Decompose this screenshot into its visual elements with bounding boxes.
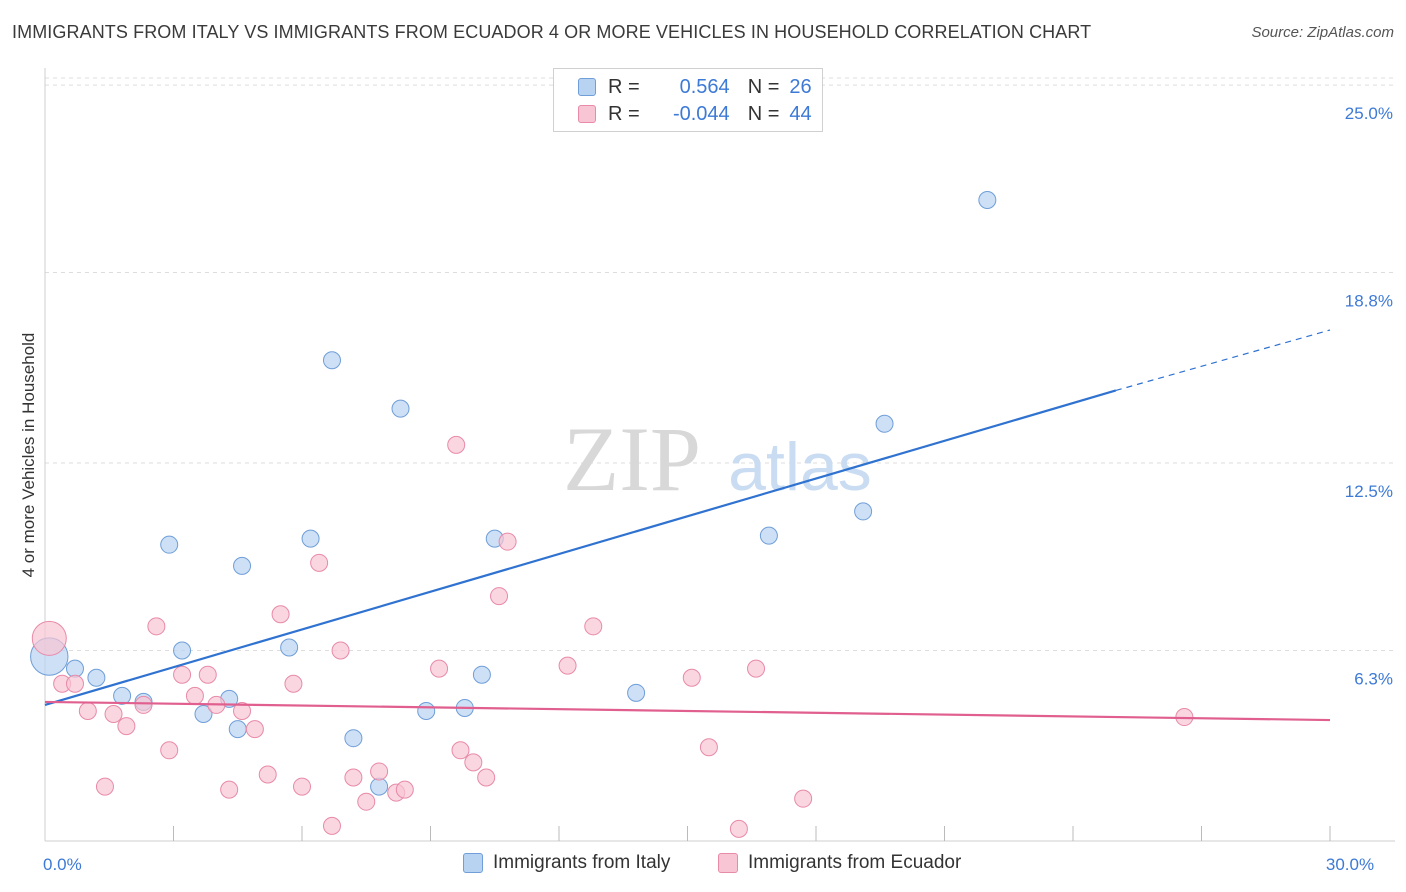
ecuador-n-label: N = — [747, 102, 780, 125]
ecuador-r-label: R = — [608, 102, 640, 125]
italy-point-10 — [233, 556, 252, 575]
italy-point-16 — [391, 399, 410, 418]
ecuador-point-4 — [95, 777, 114, 796]
ecuador-point-17 — [258, 765, 277, 784]
italy-point-12 — [301, 529, 320, 548]
italy-trend-extension — [1115, 329, 1331, 392]
italy-point-25 — [978, 190, 997, 209]
italy-point-9 — [228, 720, 247, 739]
italy-point-14 — [344, 729, 363, 748]
ecuador-swatch — [578, 105, 596, 123]
ecuador-legend-label: Immigrants from Ecuador — [748, 852, 962, 873]
x-tick-label-1: 30.0% — [1326, 855, 1374, 874]
ecuador-point-16 — [245, 720, 264, 739]
ecuador-point-41 — [747, 659, 766, 678]
trend-lines — [44, 329, 1331, 722]
y-axis-label: 4 or more Vehicles in Household — [19, 333, 38, 578]
ecuador-point-37 — [584, 617, 603, 636]
ecuador-legend-swatch — [718, 853, 738, 873]
ecuador-point-36 — [558, 656, 577, 675]
ecuador-point-26 — [370, 762, 389, 781]
axes — [44, 68, 1395, 842]
ecuador-point-14 — [220, 780, 239, 799]
italy-point-3 — [113, 686, 132, 705]
ecuador-point-20 — [293, 777, 311, 796]
ecuador-point-18 — [271, 605, 290, 624]
italy-point-23 — [854, 502, 873, 521]
ecuador-point-42 — [794, 789, 813, 808]
ecuador-point-3 — [78, 701, 97, 720]
ecuador-n-value: 44 — [789, 102, 812, 125]
ecuador-point-15 — [233, 701, 252, 720]
ecuador-trend-line — [44, 700, 1331, 722]
bottom-legend-ecuador: Immigrants from Ecuador — [718, 852, 961, 874]
ecuador-point-21 — [310, 553, 329, 572]
italy-point-5 — [160, 535, 179, 554]
ecuador-point-32 — [464, 753, 483, 772]
italy-point-11 — [280, 638, 299, 657]
italy-swatch — [578, 78, 596, 96]
ecuador-point-24 — [344, 768, 363, 787]
y-tick-label-1: 12.5% — [1345, 482, 1393, 501]
italy-point-6 — [173, 641, 192, 660]
italy-n-value: 26 — [789, 75, 812, 98]
italy-point-22 — [759, 526, 778, 545]
italy-point-13 — [322, 351, 341, 370]
ecuador-point-25 — [357, 792, 376, 811]
italy-r-value: 0.564 — [679, 75, 730, 98]
bottom-legend-italy: Immigrants from Italy — [463, 852, 670, 874]
legend-row-ecuador: R = -0.044 N = 44 — [578, 101, 812, 127]
ecuador-point-22 — [322, 816, 341, 835]
ecuador-point-29 — [430, 659, 449, 678]
ecuador-point-6 — [117, 717, 136, 736]
ecuador-point-8 — [147, 617, 166, 636]
correlation-legend: R = 0.564 N = 26 R = -0.044 N = 44 — [553, 68, 823, 132]
chart-title: IMMIGRANTS FROM ITALY VS IMMIGRANTS FROM… — [12, 22, 1092, 42]
italy-point-15 — [370, 777, 389, 796]
italy-point-24 — [875, 414, 894, 433]
ecuador-point-39 — [699, 738, 718, 757]
ecuador-point-10 — [173, 665, 192, 684]
tick-labels: 6.3% 12.5% 18.8% 25.0% 0.0% 30.0% — [43, 104, 1393, 874]
ecuador-point-31 — [451, 741, 470, 760]
watermark-atlas: atlas — [728, 429, 872, 505]
italy-n-label: N = — [747, 75, 780, 98]
italy-point-19 — [472, 665, 491, 684]
italy-point-7 — [194, 705, 213, 724]
ecuador-point-11 — [185, 686, 204, 705]
y-tick-label-2: 18.8% — [1345, 292, 1393, 311]
ecuador-point-19 — [284, 674, 303, 693]
ecuador-point-38 — [682, 668, 701, 687]
watermark: ZIP atlas — [563, 408, 872, 510]
ecuador-point-28 — [395, 780, 414, 799]
ecuador-point-34 — [490, 587, 509, 606]
ecuador-point-23 — [331, 641, 350, 660]
y-tick-label-0: 6.3% — [1354, 670, 1393, 689]
ecuador-point-12 — [198, 665, 217, 684]
ecuador-point-35 — [498, 532, 517, 551]
italy-trend-line — [44, 389, 1117, 706]
italy-legend-swatch — [463, 853, 483, 873]
ecuador-point-7 — [134, 695, 153, 714]
ecuador-point-0 — [31, 620, 67, 656]
ecuador-point-40 — [729, 819, 748, 838]
italy-point-1 — [65, 659, 84, 678]
ecuador-point-30 — [447, 435, 466, 454]
y-tick-label-3: 25.0% — [1345, 104, 1393, 123]
italy-r-label: R = — [608, 75, 640, 98]
italy-point-21 — [627, 683, 646, 702]
legend-row-italy: R = 0.564 N = 26 — [578, 74, 812, 100]
ecuador-point-33 — [477, 768, 496, 787]
italy-point-2 — [87, 668, 106, 687]
x-tick-label-0: 0.0% — [43, 855, 82, 874]
ecuador-r-value: -0.044 — [672, 102, 730, 125]
source-label: Source: ZipAtlas.com — [1251, 24, 1394, 41]
ecuador-point-9 — [160, 741, 179, 760]
ecuador-point-5 — [104, 705, 123, 724]
italy-legend-label: Immigrants from Italy — [493, 852, 671, 873]
ecuador-point-2 — [65, 674, 84, 693]
italy-point-17 — [417, 701, 436, 720]
watermark-zip: ZIP — [563, 408, 701, 510]
